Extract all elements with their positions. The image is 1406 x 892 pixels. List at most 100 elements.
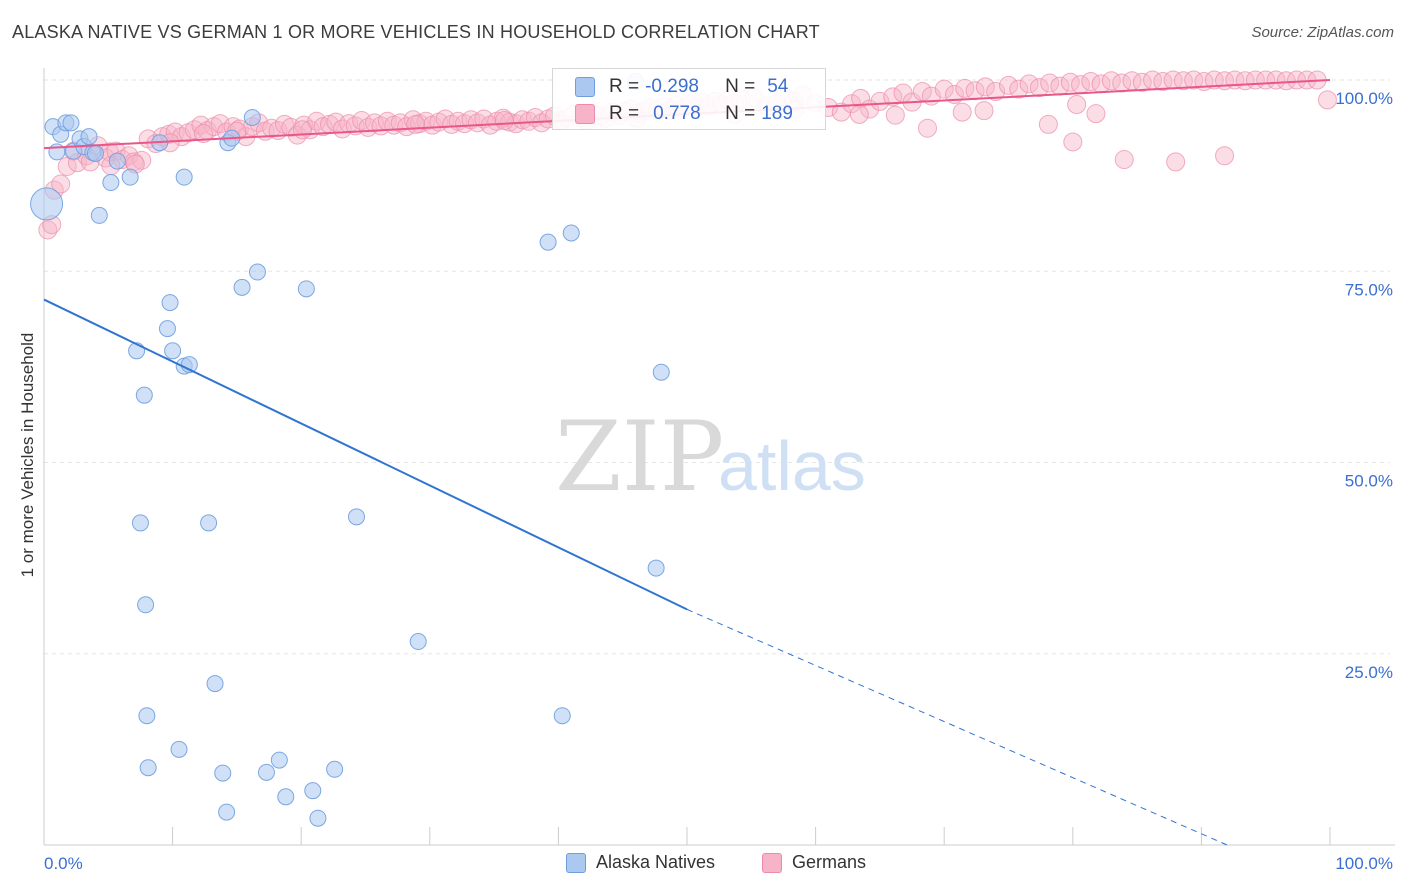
alaska-natives-point [170, 740, 188, 758]
germans-point [842, 94, 862, 114]
alaska-natives-point [347, 508, 365, 526]
alaska-natives-point [257, 763, 275, 781]
alaska-natives-point [206, 675, 224, 693]
germans-point [494, 111, 514, 131]
germans-point [193, 124, 213, 144]
n-value: 189 [761, 103, 793, 124]
alaska-natives-point [647, 559, 665, 577]
r-value: 0.778 [653, 103, 701, 124]
alaska-natives-point [553, 707, 571, 725]
germans-point [1114, 150, 1134, 170]
alaska-natives-point [218, 803, 236, 821]
germans-point [870, 91, 890, 111]
alaska-natives-point [108, 152, 126, 170]
x-tick-label: 0.0% [44, 854, 83, 873]
germans-point [1317, 90, 1337, 110]
alaska-natives-point [270, 751, 288, 769]
alaska-natives-point [243, 108, 261, 126]
germans-point [1019, 74, 1039, 94]
alaska-natives-point [562, 224, 580, 242]
germans-point [1040, 73, 1060, 93]
alaska-natives-point [138, 707, 156, 725]
axes [43, 68, 1395, 846]
germans-point [406, 114, 426, 134]
alaska-natives-point [652, 363, 670, 381]
germans-point [307, 111, 327, 131]
germans-point [1009, 79, 1029, 99]
germans-point [51, 174, 71, 194]
germans-legend-swatch [762, 852, 782, 873]
y-tick-label: 75.0% [1345, 280, 1393, 299]
r-label: R = [609, 76, 640, 97]
source-label: Source: ZipAtlas.com [1251, 24, 1394, 41]
legend-germans[interactable]: Germans [762, 852, 866, 873]
germans-point [1086, 104, 1106, 124]
alaska-natives-point [164, 342, 182, 360]
legend-label: Alaska Natives [596, 852, 716, 872]
n-value: 54 [767, 76, 789, 97]
germans-point [999, 75, 1018, 95]
germans-point [885, 105, 905, 125]
germans-point [1038, 114, 1058, 134]
germans-point [1215, 146, 1235, 166]
alaska-natives-point [158, 320, 176, 338]
germans-point [1063, 132, 1083, 152]
germans-point [952, 102, 972, 122]
alaska-natives-point [175, 168, 193, 186]
alaska-natives-point [137, 596, 155, 614]
y-tick-label: 25.0% [1345, 663, 1393, 682]
alaska-natives-point [297, 280, 315, 298]
germans-point [38, 220, 58, 240]
alaska-natives-point [409, 633, 427, 651]
germans-point [912, 81, 932, 101]
alaska-natives-point [161, 294, 179, 312]
alaska-natives-point [304, 782, 322, 800]
alaska-natives-point [326, 760, 344, 778]
alaska-natives-point [131, 514, 149, 532]
watermark-atlas: atlas [718, 427, 866, 505]
n-label: N = [725, 76, 756, 97]
germans-point [1287, 70, 1307, 90]
gridlines [44, 79, 1390, 655]
germans-point [849, 104, 869, 124]
germans-point [1184, 70, 1204, 90]
legend-row-alaska-natives: R = -0.298 N = 54 [575, 74, 788, 100]
r-value: -0.298 [645, 76, 699, 97]
germans-point [974, 101, 994, 121]
alaska-natives-point [214, 764, 232, 782]
alaska-natives-point [200, 514, 218, 532]
alaska-natives-point [102, 174, 120, 192]
alaska-natives-point [121, 168, 139, 186]
legend-row-germans: R = 0.778 N = 189 [575, 101, 793, 127]
alaska-natives-legend-swatch [566, 852, 586, 873]
alaska-natives-point [86, 144, 104, 162]
alaska-natives-trendline [43, 298, 688, 611]
alaska-natives-point [139, 759, 157, 777]
r-label: R = [609, 103, 640, 124]
germans-point [1067, 94, 1087, 114]
watermark-zip: ZIP [555, 401, 724, 513]
germans-point [934, 79, 954, 99]
alaska-natives-point [30, 187, 64, 221]
germans-point [1173, 71, 1193, 91]
germans-point [1276, 71, 1296, 91]
alaska-natives-point [539, 233, 557, 251]
stats-legend: R = -0.298 N = 54 R = 0.778 N = 189 [552, 68, 826, 130]
legend-alaska-natives[interactable]: Alaska Natives [566, 852, 715, 873]
germans-point [1029, 78, 1049, 98]
alaska-natives-point [277, 788, 295, 806]
chart-title: ALASKA NATIVE VS GERMAN 1 OR MORE VEHICL… [12, 22, 820, 42]
germans-point [1266, 70, 1286, 90]
germans-point [883, 87, 903, 107]
x-tick-label: 100.0% [1335, 854, 1393, 873]
germans-point [292, 120, 312, 140]
alaska-natives-point [90, 206, 108, 224]
germans-point [917, 118, 937, 138]
germans-swatch [575, 104, 595, 124]
tick-labels: 25.0% 50.0% 75.0% 100.0% 0.0% 100.0% [44, 89, 1393, 873]
alaska-natives-trendline-extension [686, 608, 1228, 846]
y-tick-label: 100.0% [1335, 89, 1393, 108]
alaska-natives-point [309, 809, 327, 827]
alaska-natives-points [30, 73, 670, 827]
legend-label: Germans [792, 852, 867, 872]
